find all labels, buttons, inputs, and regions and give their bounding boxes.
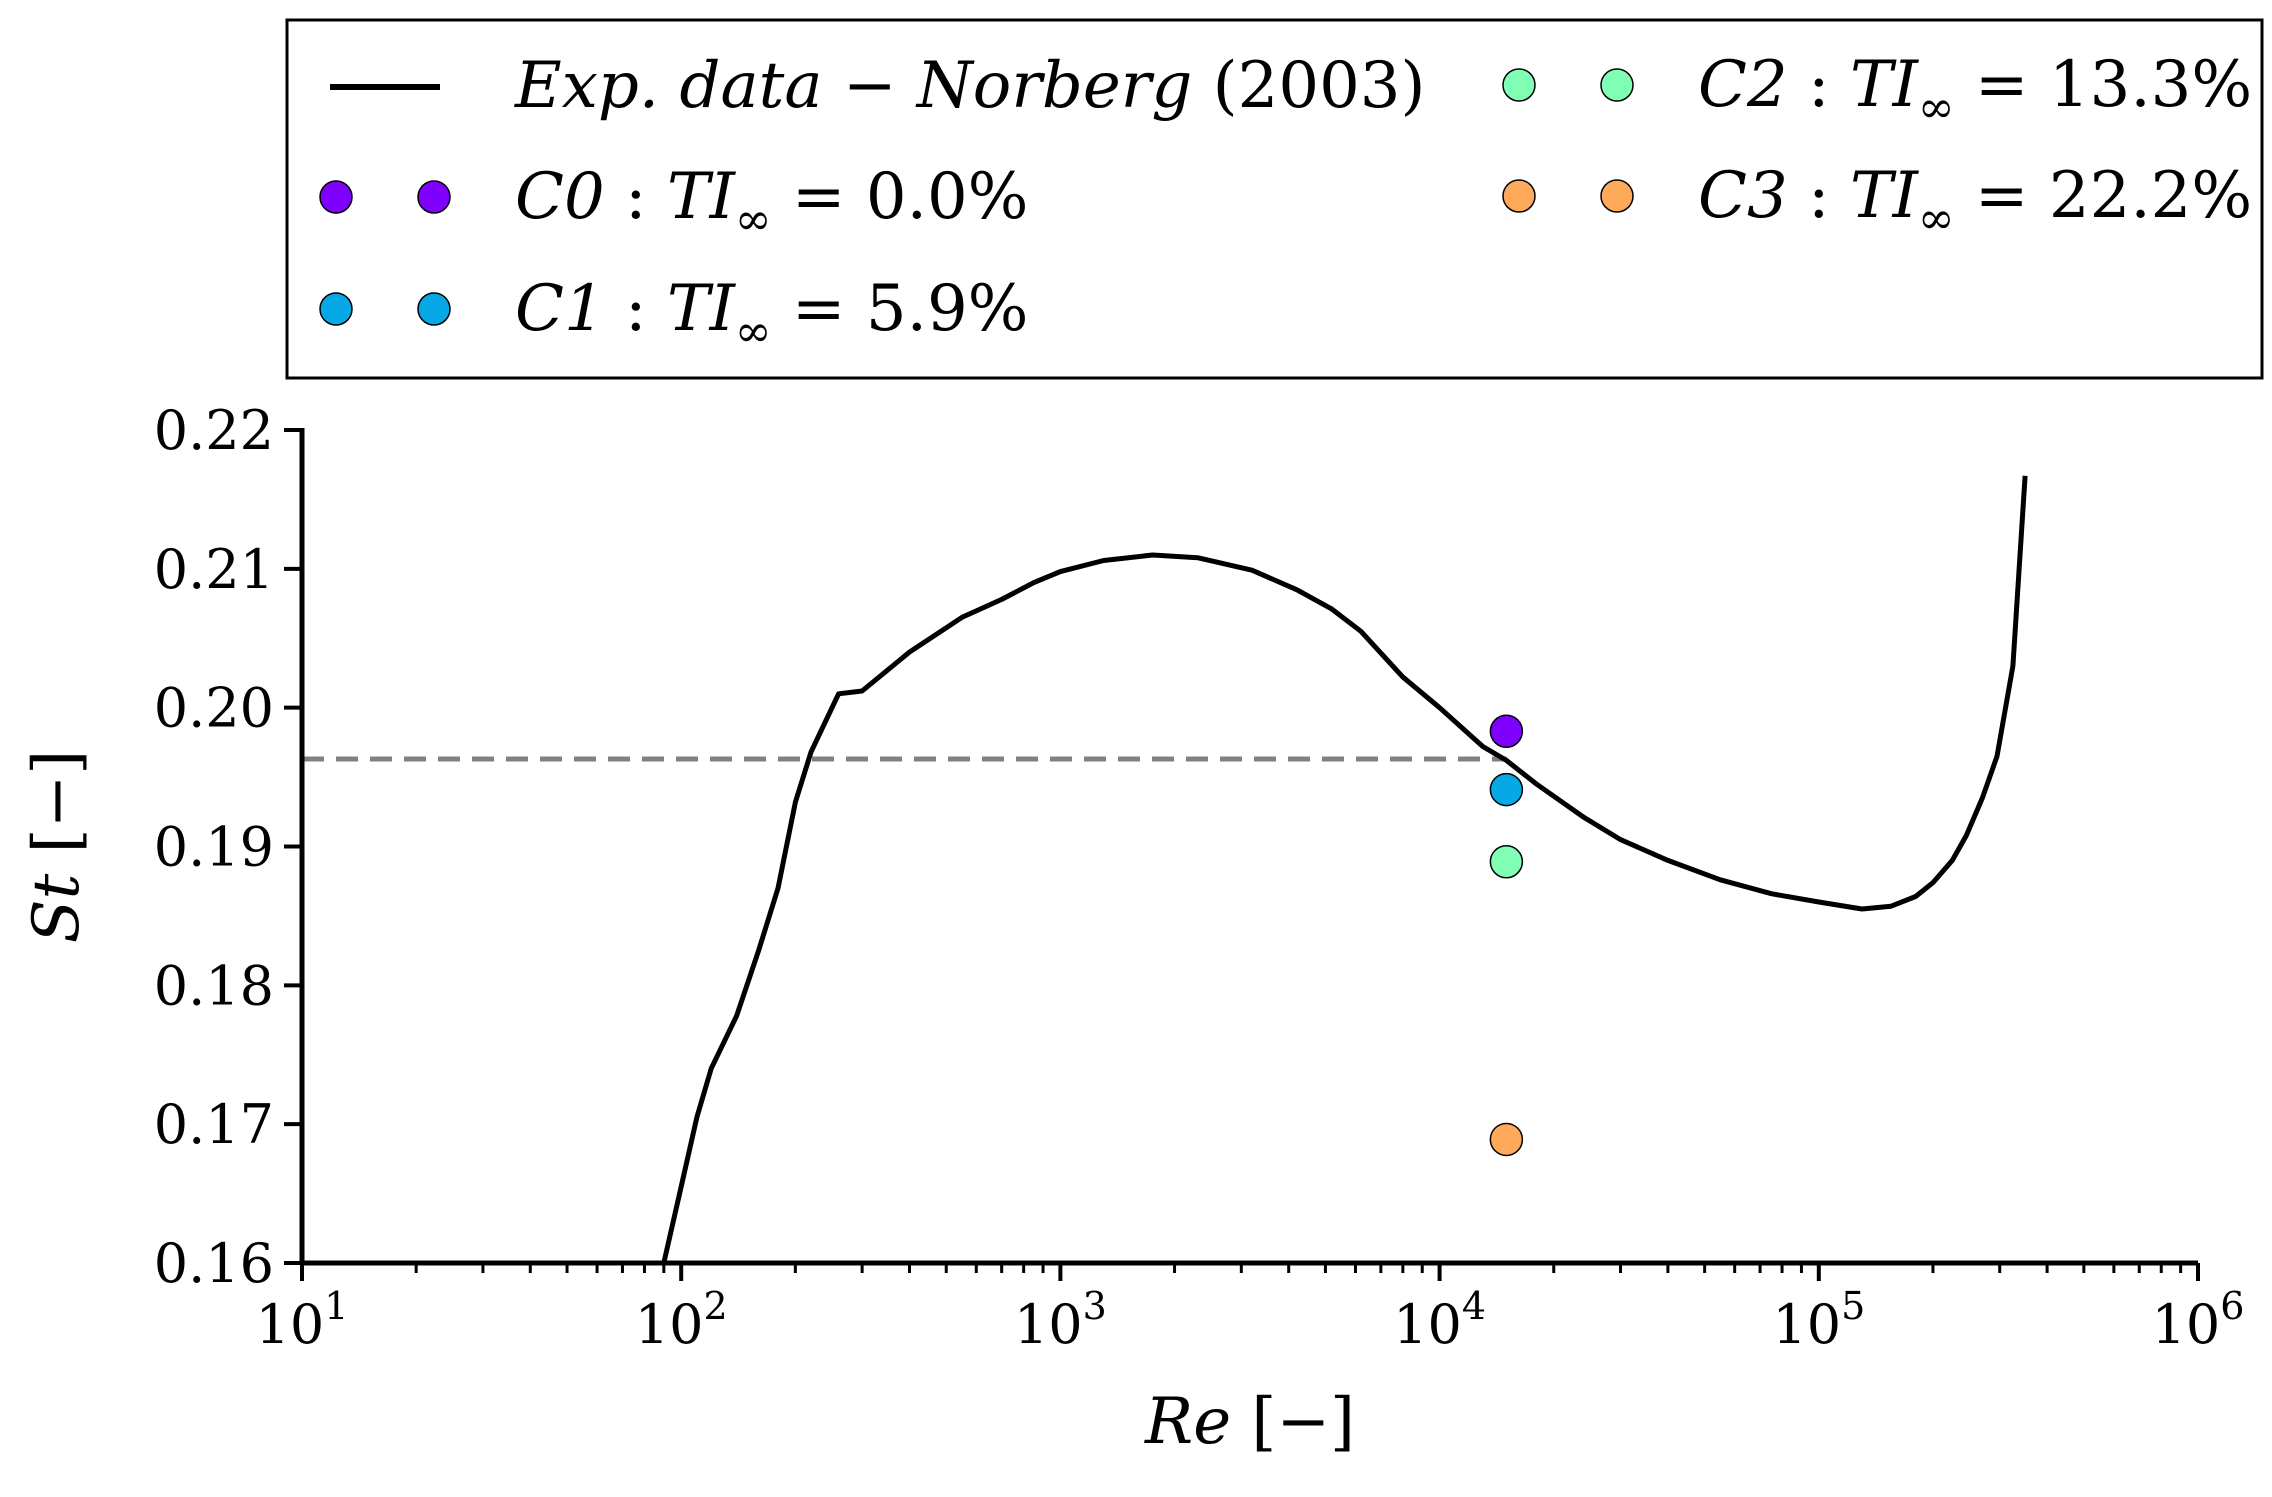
data-point-c2 bbox=[1489, 845, 1524, 879]
axis-labels: 0.16 0.17 0.18 0.19 0.20 0.21 0.22 101 102 103 104… bbox=[20, 399, 2244, 1459]
x-tick-label: 106 bbox=[2152, 1284, 2245, 1356]
legend-box bbox=[285, 18, 2264, 380]
x-tick-label: 101 bbox=[256, 1284, 349, 1356]
data-point-c1 bbox=[1489, 772, 1524, 807]
y-tick-label: 0.17 bbox=[154, 1093, 274, 1156]
y-tick-label: 0.16 bbox=[154, 1232, 274, 1295]
x-tick-label: 104 bbox=[1393, 1284, 1486, 1356]
legend-label-c0: C0 : TI∞ = 0.0% bbox=[515, 160, 1028, 245]
y-tick-label: 0.19 bbox=[154, 816, 274, 879]
y-tick-label: 0.22 bbox=[154, 399, 274, 462]
x-tick-label: 103 bbox=[1014, 1284, 1107, 1356]
x-axis-title: Re [−] bbox=[1144, 1385, 1355, 1459]
legend-label-norberg: Exp. data − Norberg (2003) bbox=[514, 49, 1425, 123]
data-point-c0 bbox=[1489, 714, 1524, 749]
y-tick-label: 0.21 bbox=[154, 538, 274, 601]
y-axis-title: St [−] bbox=[20, 750, 94, 943]
legend-marker-c0 bbox=[319, 180, 353, 214]
legend: Exp. data − Norberg (2003) C0 : TI∞ = 0.0… bbox=[285, 18, 2264, 380]
legend-marker-c2 bbox=[1502, 68, 1536, 102]
legend-label-c1: C1 : TI∞ = 5.9% bbox=[515, 272, 1028, 357]
y-tick-label: 0.18 bbox=[154, 954, 274, 1017]
x-tick-label: 102 bbox=[635, 1284, 728, 1356]
legend-marker-c1 bbox=[319, 292, 353, 326]
series-layer bbox=[661, 475, 2028, 1264]
legend-marker-c2 bbox=[1600, 68, 1634, 102]
data-point-c3 bbox=[1489, 1122, 1524, 1157]
legend-label-c2: C2 : TI∞ = 13.3% bbox=[1698, 48, 2252, 133]
x-tick-label: 105 bbox=[1772, 1284, 1865, 1356]
legend-marker-c0 bbox=[417, 180, 451, 214]
series-line-norberg bbox=[661, 475, 2028, 1264]
axes bbox=[284, 428, 2200, 1281]
y-tick-label: 0.20 bbox=[154, 677, 274, 740]
legend-label-c3: C3 : TI∞ = 22.2% bbox=[1698, 159, 2252, 244]
legend-marker-c1 bbox=[417, 292, 451, 326]
legend-marker-c3 bbox=[1502, 179, 1536, 213]
legend-marker-c3 bbox=[1600, 179, 1634, 213]
